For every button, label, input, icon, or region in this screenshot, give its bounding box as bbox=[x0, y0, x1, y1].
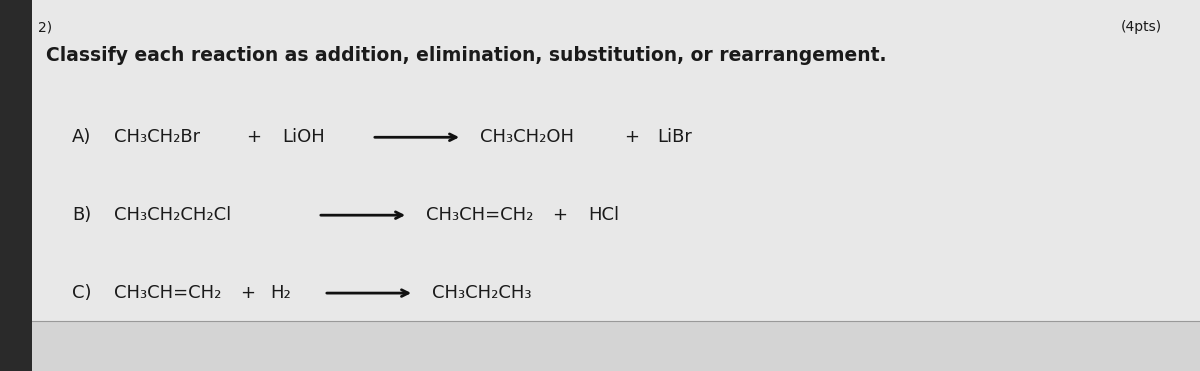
Text: +: + bbox=[246, 128, 262, 146]
Text: 2): 2) bbox=[38, 20, 53, 35]
Text: ∨: ∨ bbox=[172, 339, 181, 352]
Text: Verdana: Verdana bbox=[40, 339, 91, 352]
Text: +: + bbox=[552, 206, 568, 224]
Text: +: + bbox=[624, 128, 640, 146]
Text: 10pt: 10pt bbox=[120, 339, 149, 352]
Text: ∨: ∨ bbox=[102, 339, 112, 352]
Text: ✎: ✎ bbox=[432, 339, 443, 352]
Text: ∨: ∨ bbox=[466, 339, 475, 352]
Text: (4pts): (4pts) bbox=[1121, 20, 1162, 35]
Text: H₂: H₂ bbox=[270, 284, 290, 302]
Text: CH₃CH₂CH₃: CH₃CH₂CH₃ bbox=[432, 284, 532, 302]
Text: I: I bbox=[306, 339, 310, 352]
Text: CH₃CH₂CH₂Cl: CH₃CH₂CH₂Cl bbox=[114, 206, 232, 224]
Text: LiOH: LiOH bbox=[282, 128, 325, 146]
Text: CH₃CH=CH₂: CH₃CH=CH₂ bbox=[114, 284, 221, 302]
Text: CH₃CH₂Br: CH₃CH₂Br bbox=[114, 128, 200, 146]
Text: Ṫ: Ṫ bbox=[526, 339, 533, 352]
Text: HCl: HCl bbox=[588, 206, 619, 224]
Text: Classify each reaction as addition, elimination, substitution, or rearrangement.: Classify each reaction as addition, elim… bbox=[46, 46, 886, 65]
Text: LiBr: LiBr bbox=[658, 128, 692, 146]
Text: A): A) bbox=[72, 128, 91, 146]
Text: B: B bbox=[264, 339, 274, 352]
Text: T̲: T̲ bbox=[492, 339, 499, 352]
Text: CH₃CH=CH₂: CH₃CH=CH₂ bbox=[426, 206, 533, 224]
Text: ∨: ∨ bbox=[400, 339, 409, 352]
Text: C): C) bbox=[72, 284, 91, 302]
Text: A: A bbox=[370, 339, 379, 352]
Text: B): B) bbox=[72, 206, 91, 224]
Bar bbox=[32, 321, 1200, 371]
Bar bbox=[0, 0, 32, 371]
Text: +: + bbox=[240, 284, 256, 302]
Text: U̲: U̲ bbox=[334, 339, 343, 352]
Text: CH₃CH₂OH: CH₃CH₂OH bbox=[480, 128, 574, 146]
